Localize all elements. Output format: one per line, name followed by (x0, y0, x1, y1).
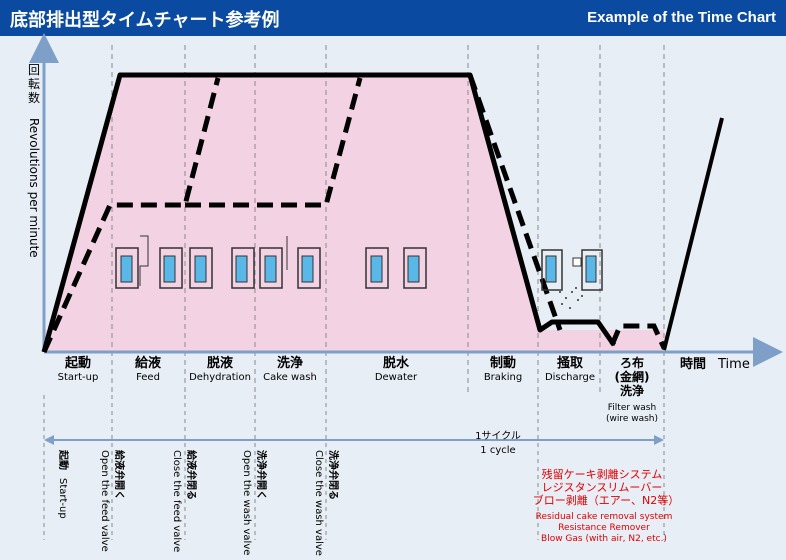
event-open-feed-en: Open the feed valve (99, 450, 110, 552)
event-close-wash-jp: 洗浄弁閉る (327, 450, 340, 500)
valve-event-labels: 起動 Start-up 給液弁開く Open the feed valve 給液… (57, 449, 340, 556)
event-open-wash-en: Open the wash valve (241, 450, 252, 555)
phase-label-startup-en: Start-up (58, 372, 99, 383)
event-dividers (43, 395, 665, 540)
title-japanese: 底部排出型タイムチャート参考例 (10, 10, 280, 31)
y-label-jp-2: 転 (28, 77, 40, 91)
residual-jp-1: 残留ケーキ剥離システム (542, 467, 663, 481)
phase-label-dehydration-en: Dehydration (189, 372, 251, 383)
basket-icon-dehydration (189, 247, 255, 289)
event-open-wash-jp: 洗浄弁開く (255, 450, 268, 500)
phase-label-filter-wash-jp-2: (金網) (615, 369, 650, 384)
residual-en-2: Resistance Remover (558, 523, 650, 533)
title-english: Example of the Time Chart (587, 9, 776, 26)
phase-labels: 起動 Start-up 給液 Feed 脱液 Dehydration 洗浄 Ca… (58, 355, 658, 424)
basket-icon-feed (115, 235, 183, 289)
speed-area-base (44, 330, 664, 352)
speed-curve-solid (41, 72, 617, 353)
y-label-jp-3: 数 (28, 90, 40, 105)
phase-label-dewater-en: Dewater (375, 372, 418, 383)
phase-label-dewater-jp: 脱水 (383, 355, 410, 371)
speed-curve-dashed (41, 74, 667, 354)
cycle-label-jp: 1サイクル (475, 430, 521, 442)
cycle-arrow-left (44, 435, 54, 445)
phase-label-startup-jp: 起動 (64, 355, 91, 371)
cycle-label-en: 1 cycle (480, 445, 515, 456)
residual-en-3: Blow Gas (with air, N2, etc.) (541, 534, 667, 544)
y-label-jp-1: 回 (28, 63, 40, 77)
phase-label-feed-jp: 給液 (135, 355, 161, 371)
x-axis-label-en: Time (717, 357, 750, 372)
residual-jp-3: ブロー剥離（エアー、N2等） (533, 493, 679, 507)
basket-icon-discharge (541, 249, 603, 309)
speed-area-fill (44, 75, 664, 352)
phase-label-braking-jp: 制動 (490, 355, 516, 371)
phase-dividers (111, 45, 665, 395)
phase-label-filter-wash-en-1: Filter wash (608, 403, 656, 413)
event-startup-en: Start-up (57, 478, 68, 519)
basket-icon-dewater (365, 247, 427, 289)
y-axis-label-en: Revolutions per minute (27, 118, 41, 258)
phase-label-filter-wash-jp-3: 洗浄 (620, 383, 644, 398)
phase-label-filter-wash-jp-1: ろ布 (620, 355, 644, 370)
event-close-feed-en: Close the feed valve (171, 450, 182, 552)
phase-label-dehydration-jp: 脱液 (207, 355, 233, 371)
cycle-arrow-right (654, 435, 664, 445)
residual-removal-note: 残留ケーキ剥離システム レジスタンスリムーバー ブロー剥離（エアー、N2等） R… (533, 467, 679, 544)
phase-label-discharge-en: Discharge (545, 372, 595, 383)
residual-en-1: Residual cake removal system (536, 512, 673, 522)
basket-icon-cake-wash (259, 236, 321, 289)
event-close-wash-en: Close the wash valve (313, 450, 324, 556)
event-startup-jp: 起動 (57, 449, 70, 470)
event-open-feed-jp: 給液弁開く (113, 450, 126, 500)
speed-curve-restart (662, 117, 724, 351)
event-close-feed-jp: 給液弁閉る (185, 450, 198, 500)
x-axis-label-jp: 時間 (680, 356, 706, 372)
phase-label-cake-wash-jp: 洗浄 (277, 355, 303, 371)
title-bar: 底部排出型タイムチャート参考例 Example of the Time Char… (0, 0, 786, 36)
phase-label-discharge-jp: 掻取 (557, 355, 584, 371)
phase-label-feed-en: Feed (136, 372, 160, 383)
phase-label-braking-en: Braking (484, 372, 522, 383)
phase-label-filter-wash-en-2: (wire wash) (606, 414, 658, 424)
residual-jp-2: レジスタンスリムーバー (542, 481, 663, 494)
phase-label-cake-wash-en: Cake wash (263, 372, 317, 383)
